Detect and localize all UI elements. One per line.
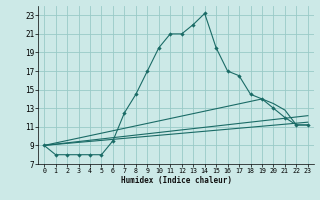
X-axis label: Humidex (Indice chaleur): Humidex (Indice chaleur) <box>121 176 231 185</box>
